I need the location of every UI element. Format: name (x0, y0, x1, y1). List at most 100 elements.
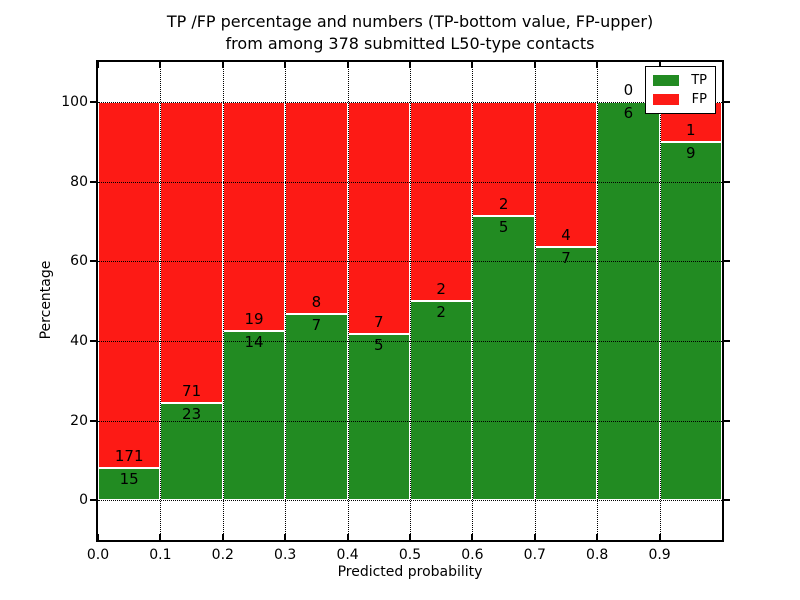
x-gridline (659, 62, 661, 540)
tp-count-label: 15 (119, 470, 139, 489)
bar-fp-segment (222, 101, 286, 332)
y-tick (90, 260, 96, 263)
fp-count-label: 171 (114, 447, 144, 466)
x-tick (533, 62, 536, 68)
tp-count-label: 5 (498, 217, 509, 236)
y-tick (724, 339, 730, 342)
y-tick (90, 339, 96, 342)
x-axis-label: Predicted probability (337, 564, 483, 580)
y-tick (724, 100, 730, 103)
plot-area: 171 15 71 23 19 14 8 7 7 5 2 2 2 5 4 7 0 6 1 9 (96, 60, 724, 542)
x-tick-label: 0.6 (461, 547, 484, 563)
x-tick (346, 62, 349, 68)
x-tick (346, 534, 349, 540)
bar-fp-segment (410, 101, 473, 301)
y-tick (724, 180, 730, 183)
x-tick (159, 534, 162, 540)
y-tick-label: 80 (70, 173, 88, 190)
x-tick (596, 62, 599, 68)
x-tick-label: 0.7 (523, 547, 546, 563)
bar-tp-segment (98, 468, 161, 501)
legend-item: TP (653, 73, 707, 88)
legend-swatch-tp (653, 75, 679, 86)
legend-item: FP (653, 91, 707, 107)
tp-count-label: 7 (561, 248, 571, 267)
x-tick (533, 534, 536, 540)
bar-fp-segment (285, 101, 348, 315)
x-gridline (472, 62, 474, 540)
fp-count-label: 8 (311, 293, 322, 312)
tp-count-label: 5 (374, 336, 384, 355)
fp-count-label: 4 (561, 225, 571, 244)
tp-count-label: 9 (686, 143, 696, 162)
bar-tp-segment (534, 246, 598, 501)
y-tick-label: 40 (70, 332, 88, 349)
fp-count-label: 2 (436, 280, 446, 298)
bar-fp-segment (98, 101, 161, 469)
x-gridline (285, 62, 287, 540)
x-tick-label: 0.8 (586, 547, 609, 563)
tp-count-label: 7 (311, 316, 322, 335)
x-tick (409, 534, 411, 540)
bar-fp-segment (534, 101, 598, 247)
y-tick-label: 60 (70, 253, 88, 270)
x-tick (471, 534, 474, 540)
x-tick (596, 534, 599, 540)
bar-tp-segment (222, 331, 286, 501)
legend: TP FP (645, 66, 716, 114)
x-tick (284, 62, 287, 68)
y-tick (724, 260, 730, 263)
bar-tp-segment (347, 334, 410, 501)
bar-tp-segment (659, 141, 722, 501)
chart-title-line1: TP /FP percentage and numbers (TP-bottom… (166, 12, 654, 31)
legend-swatch-fp (653, 94, 679, 105)
bar-fp-segment (160, 101, 223, 403)
y-axis-label: Percentage (38, 260, 54, 340)
bar-tp-segment (160, 402, 223, 501)
x-tick (221, 62, 224, 68)
x-tick (471, 62, 474, 68)
tp-count-label: 2 (436, 303, 446, 321)
y-tick-label: 0 (79, 492, 88, 509)
y-tick (724, 419, 730, 422)
legend-label-fp: FP (691, 91, 707, 107)
y-tick (90, 180, 96, 183)
fp-count-label: 0 (623, 80, 634, 99)
fp-count-label: 2 (498, 194, 509, 213)
x-tick (221, 534, 224, 540)
x-gridline (347, 62, 349, 540)
x-gridline (222, 62, 224, 540)
chart-title: TP /FP percentage and numbers (TP-bottom… (98, 11, 722, 55)
fp-count-label: 1 (686, 120, 696, 139)
tp-count-label: 14 (244, 333, 264, 352)
x-tick (658, 534, 661, 540)
fp-count-label: 19 (244, 310, 264, 329)
fp-count-label: 71 (182, 381, 202, 400)
x-tick (284, 534, 287, 540)
bar-tp-segment (285, 314, 348, 501)
x-tick-label: 0.0 (86, 547, 110, 563)
bar-tp-segment (597, 101, 660, 501)
y-tick-label: 100 (61, 93, 88, 110)
bar-tp-segment (410, 301, 473, 501)
x-gridline (534, 62, 536, 540)
bar-fp-segment (347, 101, 410, 335)
x-tick-label: 0.5 (398, 547, 422, 563)
x-tick (97, 534, 99, 540)
x-tick (658, 62, 661, 68)
y-tick (90, 100, 96, 103)
x-tick (97, 62, 99, 68)
x-gridline (410, 62, 411, 540)
tp-count-label: 6 (623, 103, 634, 122)
y-tick (90, 419, 96, 422)
x-tick-label: 0.4 (336, 547, 359, 563)
x-tick-label: 0.3 (274, 547, 297, 563)
y-tick (90, 499, 96, 502)
x-gridline (160, 62, 162, 540)
fp-count-label: 7 (374, 313, 384, 332)
x-tick-label: 0.2 (211, 547, 234, 563)
chart-title-line2: from among 378 submitted L50-type contac… (225, 34, 595, 53)
x-tick (159, 62, 162, 68)
bar-tp-segment (472, 215, 535, 501)
